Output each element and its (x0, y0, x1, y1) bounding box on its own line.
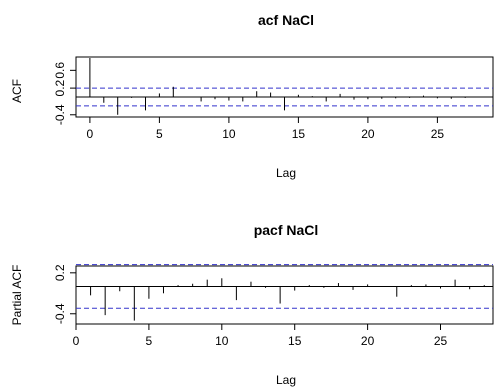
pacf-y-axis-label: Partial ACF (10, 265, 24, 326)
pacf-x-tick-label: 0 (73, 334, 80, 348)
pacf-y-axis: -0.4 0.2 (53, 264, 76, 324)
acf-x-tick-label: 10 (222, 127, 236, 141)
pacf-title: pacf NaCl (254, 222, 319, 238)
acf-x-tick-label: 25 (431, 127, 445, 141)
acf-x-tick-label: 15 (292, 127, 306, 141)
pacf-x-tick-label: 25 (434, 334, 448, 348)
acf-x-tick-label: 0 (87, 127, 94, 141)
acf-x-tick-label: 20 (361, 127, 375, 141)
pacf-x-tick-label: 15 (288, 334, 302, 348)
pacf-x-tick-label: 5 (146, 334, 153, 348)
pacf-bars (90, 278, 485, 321)
acf-y-axis: -0.4 0.20.6 (53, 62, 76, 125)
acf-plot-frame (75, 56, 494, 118)
acf-y-tick-label: 0.2 (53, 79, 67, 96)
pacf-x-axis-label: Lag (276, 373, 296, 387)
pacf-x-tick-label: 10 (215, 334, 229, 348)
pacf-plot-frame (75, 265, 494, 325)
pacf-x-tick-label: 20 (361, 334, 375, 348)
acf-bars (89, 58, 480, 115)
pacf-y-tick-label: -0.4 (53, 303, 67, 324)
acf-y-axis-label: ACF (10, 79, 24, 103)
acf-x-axis: 0 5 10 15 20 25 (87, 117, 445, 141)
acf-y-tick-label: 0.6 (53, 62, 67, 79)
pacf-x-axis: 0 5 10 15 20 25 (73, 324, 448, 348)
pacf-panel: pacf NaCl 0 5 10 15 20 25 -0.4 0.2 Lag Partial… (10, 222, 494, 387)
pacf-y-tick-label: 0.2 (53, 264, 67, 281)
acf-x-axis-label: Lag (276, 166, 296, 180)
acf-panel: acf NaCl 0 5 10 15 20 25 -0.4 0.20.6 Lag ACF (10, 12, 494, 180)
acf-title: acf NaCl (258, 12, 314, 28)
acf-x-tick-label: 5 (156, 127, 163, 141)
acf-y-tick-label: -0.4 (53, 104, 67, 125)
